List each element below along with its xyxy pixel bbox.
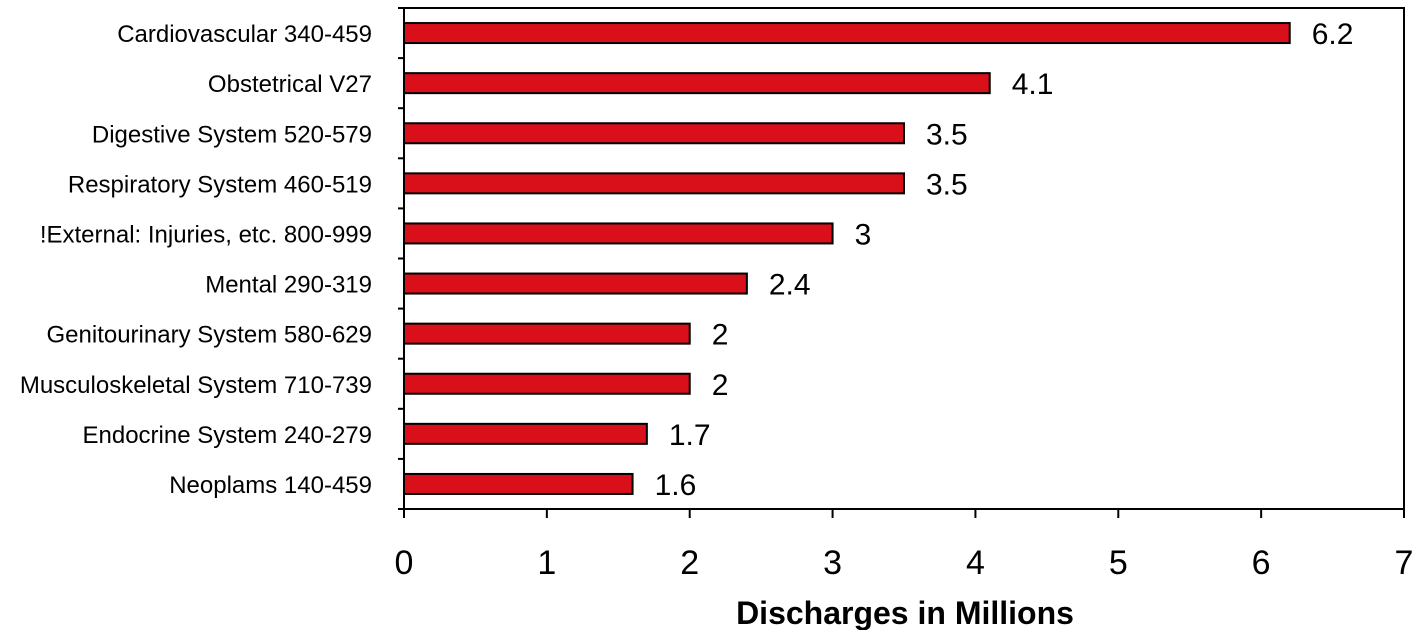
x-tick-label: 1 xyxy=(537,544,556,582)
category-label: Cardiovascular 340-459 xyxy=(117,21,372,48)
data-label: 4.1 xyxy=(1012,68,1054,101)
data-label: 2 xyxy=(712,369,729,402)
category-label: Endocrine System 240-279 xyxy=(83,422,373,449)
category-label: Respiratory System 460-519 xyxy=(68,171,372,198)
bar xyxy=(403,272,748,295)
x-tick-label: 5 xyxy=(1109,544,1128,582)
bar xyxy=(403,72,991,95)
x-tick-label: 2 xyxy=(680,544,699,582)
x-axis-title: Discharges in Millions xyxy=(736,595,1074,630)
x-tick-label: 4 xyxy=(966,544,985,582)
x-tick-label: 0 xyxy=(395,544,414,582)
bar xyxy=(403,22,1291,45)
category-label: Musculoskeletal System 710-739 xyxy=(20,372,372,399)
data-label: 1.7 xyxy=(669,419,711,452)
category-label: Digestive System 520-579 xyxy=(92,121,372,148)
bar xyxy=(403,122,905,145)
bar xyxy=(403,322,691,345)
category-label: Obstetrical V27 xyxy=(208,71,372,98)
data-label: 3.5 xyxy=(926,168,968,201)
data-label: 3 xyxy=(855,218,872,251)
x-tick-label: 3 xyxy=(823,544,842,582)
category-label: Genitourinary System 580-629 xyxy=(47,322,373,349)
bar xyxy=(403,422,648,445)
x-tick-label: 6 xyxy=(1252,544,1271,582)
category-label: Mental 290-319 xyxy=(205,272,372,299)
data-label: 2 xyxy=(712,319,729,352)
bar xyxy=(403,222,834,245)
category-label: Neoplams 140-459 xyxy=(169,472,372,499)
bar xyxy=(403,172,905,195)
data-label: 3.5 xyxy=(926,118,968,151)
data-label: 2.4 xyxy=(769,269,811,302)
bar xyxy=(403,472,634,495)
data-label: 6.2 xyxy=(1312,18,1354,51)
category-label: !External: Injuries, etc. 800-999 xyxy=(40,221,372,248)
data-label: 1.6 xyxy=(655,469,697,502)
bar xyxy=(403,372,691,395)
x-tick-label: 7 xyxy=(1395,544,1414,582)
